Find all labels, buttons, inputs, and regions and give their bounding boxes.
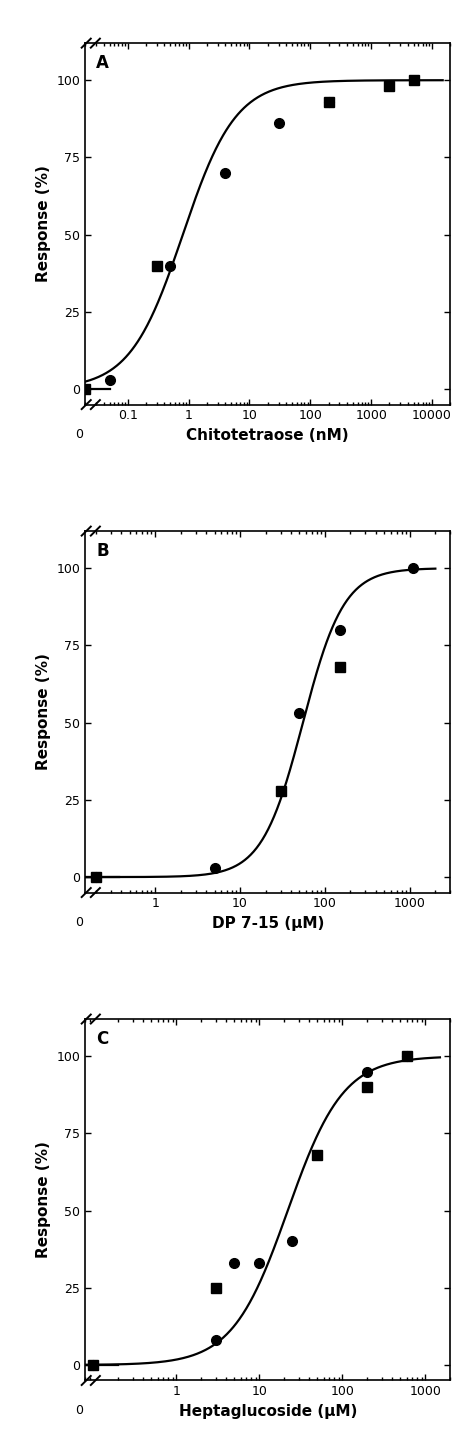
- X-axis label: Chitotetraose (nM): Chitotetraose (nM): [186, 429, 349, 443]
- X-axis label: DP 7-15 (μM): DP 7-15 (μM): [211, 916, 324, 930]
- Text: 0: 0: [75, 1403, 83, 1416]
- Y-axis label: Response (%): Response (%): [36, 165, 51, 282]
- X-axis label: Heptaglucoside (μM): Heptaglucoside (μM): [179, 1403, 357, 1419]
- Text: A: A: [96, 55, 109, 72]
- Text: 0: 0: [75, 429, 83, 441]
- Y-axis label: Response (%): Response (%): [36, 1142, 51, 1258]
- Y-axis label: Response (%): Response (%): [36, 653, 51, 771]
- Text: C: C: [96, 1030, 109, 1048]
- Text: B: B: [96, 542, 109, 559]
- Text: 0: 0: [75, 916, 83, 929]
